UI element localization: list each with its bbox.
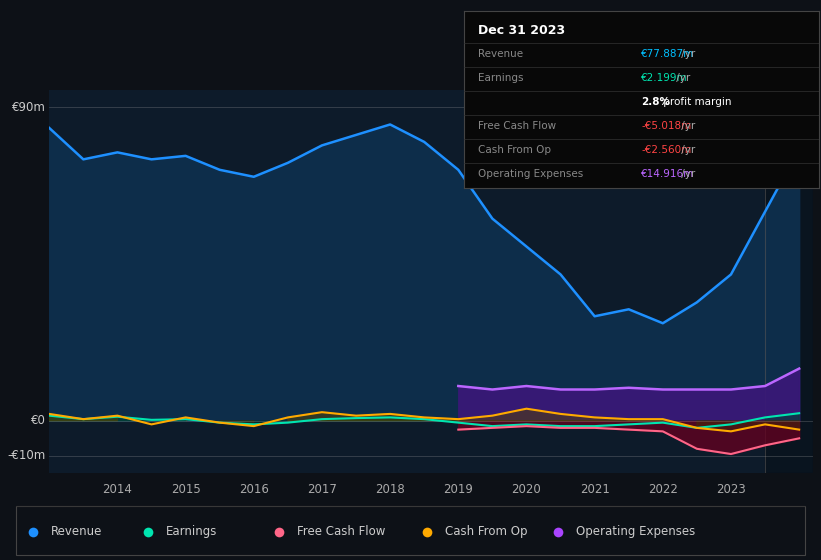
Text: €14.916m: €14.916m xyxy=(641,169,695,179)
Text: /yr: /yr xyxy=(678,121,695,131)
Text: €90m: €90m xyxy=(11,101,45,114)
Text: -€5.018m: -€5.018m xyxy=(641,121,691,131)
Text: /yr: /yr xyxy=(678,169,695,179)
Text: profit margin: profit margin xyxy=(659,97,732,107)
Text: Operating Expenses: Operating Expenses xyxy=(478,169,583,179)
Text: €77.887m: €77.887m xyxy=(641,49,695,59)
Text: -€10m: -€10m xyxy=(7,449,45,462)
Text: /yr: /yr xyxy=(678,49,695,59)
Text: Revenue: Revenue xyxy=(478,49,523,59)
Text: /yr: /yr xyxy=(678,145,695,155)
Text: Earnings: Earnings xyxy=(478,73,524,83)
Text: 2.8%: 2.8% xyxy=(641,97,670,107)
Text: Free Cash Flow: Free Cash Flow xyxy=(297,525,386,538)
Text: Cash From Op: Cash From Op xyxy=(445,525,527,538)
Text: /yr: /yr xyxy=(673,73,690,83)
Text: Earnings: Earnings xyxy=(166,525,218,538)
Bar xyxy=(765,90,813,473)
Text: -€2.560m: -€2.560m xyxy=(641,145,691,155)
Text: Operating Expenses: Operating Expenses xyxy=(576,525,695,538)
Text: Revenue: Revenue xyxy=(51,525,103,538)
Text: €0: €0 xyxy=(30,414,45,427)
Text: €2.199m: €2.199m xyxy=(641,73,688,83)
Text: Dec 31 2023: Dec 31 2023 xyxy=(478,24,565,36)
Text: Cash From Op: Cash From Op xyxy=(478,145,551,155)
Text: Free Cash Flow: Free Cash Flow xyxy=(478,121,556,131)
